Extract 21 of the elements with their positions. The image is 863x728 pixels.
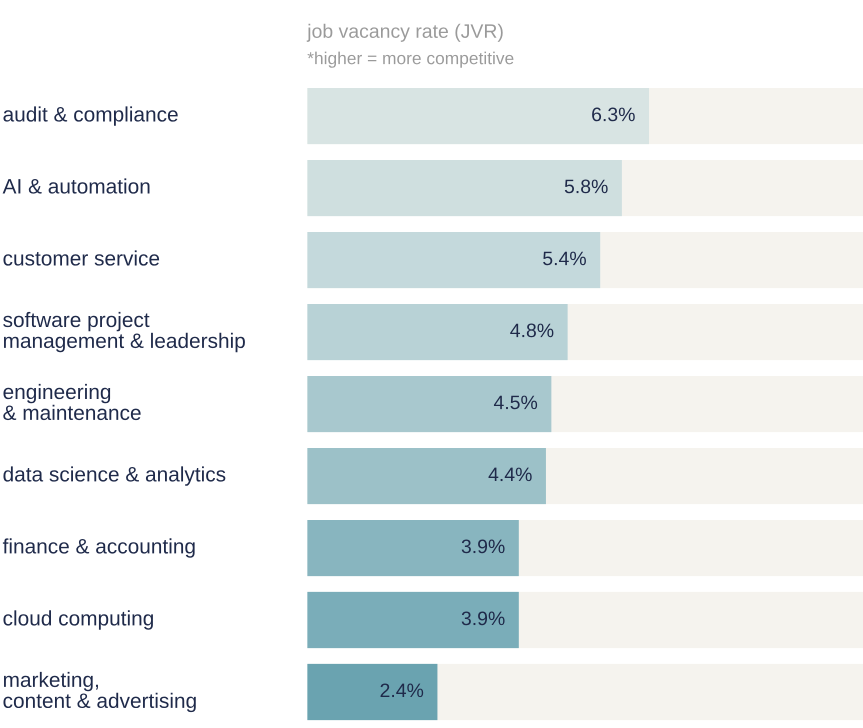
y-tick-label: customer service [3,250,160,266]
bar [307,664,438,720]
y-tick-label: engineering & maintenance [3,384,141,420]
y-tick-label: finance & accounting [2,538,195,558]
y-tick-label: audit & compliance [3,106,178,126]
data-label: 3.9% [462,539,505,554]
data-label: 5.4% [543,252,586,266]
data-label: 4.5% [494,396,538,410]
y-tick-label: marketing, content & advertising [3,672,196,712]
data-label: 2.4% [380,683,424,698]
chart-title: job vacancy rate (JVR) [306,24,503,42]
data-label: 3.9% [462,611,505,626]
data-label: 5.8% [564,180,608,194]
y-tick-label: software project management & leadership [3,312,245,352]
data-label: 4.8% [510,324,554,338]
chart-subtitle: *higher = more competitive [308,52,514,68]
y-tick-label: data science & analytics [3,466,226,486]
data-label: 6.3% [592,108,635,122]
y-tick-label: AI & automation [2,178,150,194]
y-tick-label: cloud computing [3,610,153,630]
data-label: 4.4% [488,468,532,482]
